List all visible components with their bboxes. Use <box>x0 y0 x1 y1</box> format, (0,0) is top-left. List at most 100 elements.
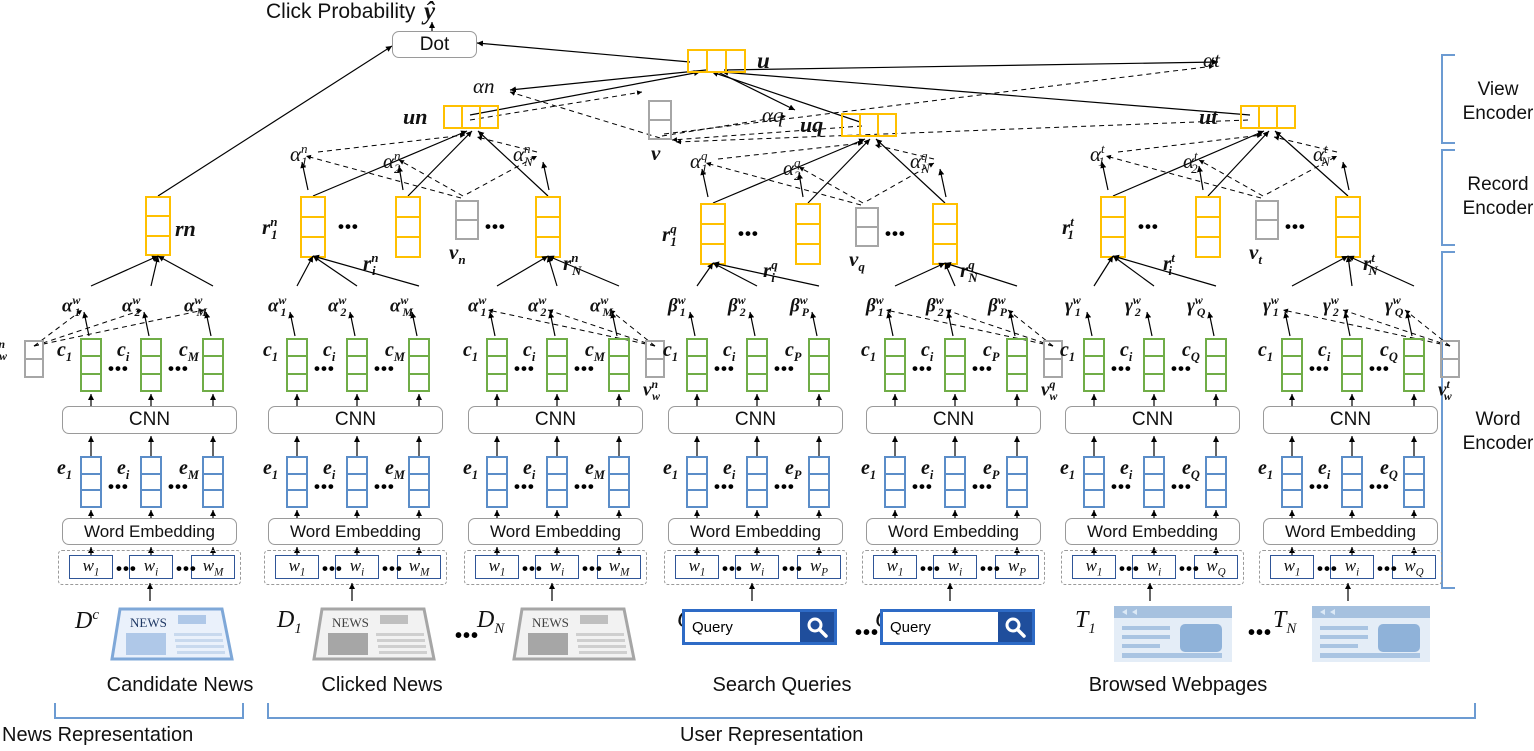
clicked-news-r-vector-0 <box>300 196 326 258</box>
browsed-webpage-1-e-label-1: ei <box>1120 457 1133 482</box>
search-query-1-e-vector-1 <box>746 456 768 508</box>
un-vector <box>443 105 499 129</box>
clicked-news-1-token-0: w1 <box>275 555 319 579</box>
clicked-news-1-c-vector-0 <box>286 338 308 392</box>
search-query-1-e-label-2: eP <box>785 457 802 482</box>
search-query-N-e-label-2: eP <box>983 457 1000 482</box>
search-query-1-e-vector-0 <box>686 456 708 508</box>
clicked-news-1-e-vector-1 <box>346 456 368 508</box>
view-encoder-line1: View <box>1477 79 1519 100</box>
search-query-1-icon[interactable]: Query <box>682 609 837 645</box>
svg-text:NEWS: NEWS <box>532 615 569 630</box>
search-query-1-tok-dots-1: ••• <box>722 559 743 578</box>
browsed-webpage-N-symbol-label: TN <box>1273 607 1297 637</box>
clicked-news-N-symbol-label: DN <box>477 607 505 637</box>
candidate-r-vector <box>145 196 171 256</box>
search-query-1-c-dots-1: ••• <box>714 359 735 378</box>
clicked-news-N-cnn-box: CNN <box>468 406 643 434</box>
clicked-news-N-e-label-2: eM <box>585 457 605 482</box>
alpha-n-label: αn <box>473 74 495 98</box>
clicked-news-r-last-label: rnN <box>563 250 582 279</box>
browsed-webpage-N-e-vector-0 <box>1281 456 1303 508</box>
svg-text:NEWS: NEWS <box>130 615 167 630</box>
clicked-news-N-e-label-0: e1 <box>463 457 479 482</box>
browsed-webpage-N-token-1: wi <box>1330 555 1374 579</box>
search-query-1-c-label-0: c1 <box>663 339 679 364</box>
browsed-webpage-1-e-dots-1: ••• <box>1111 477 1132 496</box>
browsed-webpage-N-c-vector-1 <box>1341 338 1363 392</box>
clicked-news-1-token-2: wM <box>397 555 441 579</box>
browsed-webpages-ellipsis-right: ••• <box>1285 217 1306 236</box>
candidate-news-c-label-0: c1 <box>57 339 73 364</box>
clicked-news-N-e-vector-2 <box>608 456 630 508</box>
clicked-news-v-vector <box>455 200 479 240</box>
browsed-webpage-1-e-vector-2 <box>1205 456 1227 508</box>
browsed-webpage-N-query-vector-label: vtw <box>1438 378 1452 404</box>
search-queries-att-2: αq2 <box>783 155 801 184</box>
search-query-1-token-label-2: wP <box>809 555 829 579</box>
view-encoder-line2: Encoder <box>1462 102 1534 124</box>
search-query-N-search-icon <box>998 612 1032 642</box>
browsed-webpage-1-cnn-box: CNN <box>1065 406 1240 434</box>
browsed-webpage-1-tok-dots-2: ••• <box>1179 559 1200 578</box>
clicked-news-1-att-label-1: αw2 <box>328 294 347 320</box>
clicked-news-1-icon: NEWS <box>312 603 437 665</box>
candidate-news-token-0: w1 <box>69 555 113 579</box>
svg-text:NEWS: NEWS <box>332 615 369 630</box>
browsed-webpages-r-last-label: rtN <box>1363 250 1378 279</box>
clicked-news-att-1: αn1 <box>290 141 308 170</box>
view-encoder-label: View Encoder <box>1462 78 1534 126</box>
clicked-news-N-e-vector-1 <box>546 456 568 508</box>
clicked-news-1-e-label-2: eM <box>385 457 405 482</box>
clicked-news-N-e-dots-2: ••• <box>574 477 595 496</box>
search-query-N-icon[interactable]: Query <box>880 609 1035 645</box>
search-queries-ellipsis-right: ••• <box>885 224 906 243</box>
candidate-news-c-dots-1: ••• <box>108 359 129 378</box>
browsed-webpage-1-icon <box>1114 606 1232 662</box>
clicked-news-N-c-label-1: ci <box>523 339 536 364</box>
browsed-webpage-1-token-0: w1 <box>1072 555 1116 579</box>
clicked-news-1-token-label-2: wM <box>408 555 430 579</box>
browsed-webpages-ellipsis: ••• <box>1248 622 1273 644</box>
uq-vector <box>841 113 897 137</box>
candidate-news-word-embedding-box: Word Embedding <box>62 518 237 545</box>
candidate-news-c-vector-0 <box>80 338 102 392</box>
search-query-N-c-label-0: c1 <box>861 339 877 364</box>
browsed-webpage-N-c-label-2: cQ <box>1380 339 1398 364</box>
clicked-news-N-token-label-2: wM <box>608 555 630 579</box>
u-vector-label: u <box>757 48 770 73</box>
search-query-N-token-0: w1 <box>873 555 917 579</box>
clicked-news-N-e-dots-1: ••• <box>514 477 535 496</box>
clicked-news-N-token-1: wi <box>535 555 579 579</box>
browsed-webpage-1-c-dots-1: ••• <box>1111 359 1132 378</box>
search-query-1-cnn-box: CNN <box>668 406 843 434</box>
browsed-webpage-1-symbol-label: T1 <box>1075 607 1096 637</box>
candidate-news-icon: NEWS <box>110 603 235 665</box>
clicked-news-N-c-vector-1 <box>546 338 568 392</box>
clicked-news-att-2: αn2 <box>383 148 401 177</box>
search-query-1-e-label-1: ei <box>723 457 736 482</box>
search-queries-att-N: αqN <box>910 148 930 177</box>
candidate-news-symbol-label: Dc <box>75 607 99 634</box>
candidate-news-att-label-0: αw1 <box>62 294 81 320</box>
search-queries-r-vector-0 <box>700 203 726 265</box>
browsed-webpage-N-c-vector-2 <box>1403 338 1425 392</box>
clicked-news-N-query-vector <box>645 340 665 378</box>
browsed-webpage-1-token-label-0: w1 <box>1085 555 1103 579</box>
word-encoder-label: Word Encoder <box>1462 408 1534 456</box>
clicked-news-1-token-label-0: w1 <box>288 555 306 579</box>
search-query-N-tok-dots-2: ••• <box>980 559 1001 578</box>
browsed-webpage-1-token-label-1: wi <box>1146 555 1162 579</box>
ut-vector-label: ut <box>1199 104 1218 129</box>
search-query-1-token-0: w1 <box>675 555 719 579</box>
candidate-news-token-label-1: wi <box>143 555 159 579</box>
search-query-1-token-2: wP <box>797 555 841 579</box>
dot-node[interactable]: Dot <box>392 31 477 58</box>
user-representation-label: User Representation <box>680 724 864 746</box>
search-query-1-att-label-1: βw2 <box>728 294 746 320</box>
clicked-news-N-caption: Clicked News <box>321 674 443 696</box>
browsed-webpages-v-vector <box>1255 200 1279 240</box>
search-query-N-query-vector <box>1043 340 1063 378</box>
browsed-webpage-1-e-vector-1 <box>1143 456 1165 508</box>
search-query-1-c-vector-2 <box>808 338 830 392</box>
